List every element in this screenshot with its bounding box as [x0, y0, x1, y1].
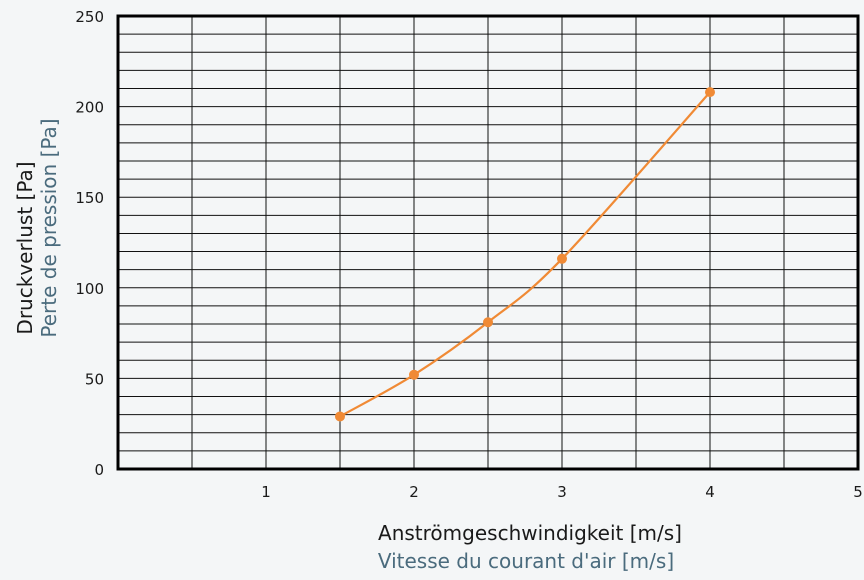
y-tick-label: 150: [75, 189, 104, 207]
data-point: [409, 369, 419, 380]
x-axis-label-primary: Anströmgeschwindigkeit [m/s]: [378, 521, 682, 545]
x-tick-label: 2: [409, 483, 419, 501]
y-tick-label: 200: [75, 99, 104, 117]
axes: [116, 14, 860, 471]
plot-frame: [116, 14, 860, 471]
data-point: [557, 253, 567, 264]
y-axis-label-secondary: Perte de pression [Pa]: [37, 118, 61, 337]
data-point: [705, 87, 715, 98]
y-tick-label: 50: [85, 370, 104, 388]
x-axis-label-secondary: Vitesse du courant d'air [m/s]: [378, 549, 674, 573]
y-tick-label: 100: [75, 280, 104, 298]
grid: [118, 16, 858, 469]
y-axis-label-primary: Druckverlust [Pa]: [13, 161, 37, 334]
x-tick-label: 3: [557, 483, 567, 501]
x-tick-label: 1: [261, 483, 271, 501]
y-tick-label: 250: [75, 8, 104, 26]
data-point: [335, 411, 345, 422]
data-series: [335, 87, 715, 422]
series-line: [339, 91, 711, 418]
x-tick-label: 4: [705, 483, 715, 501]
y-tick-label: 0: [94, 461, 104, 479]
data-point: [483, 317, 493, 328]
x-tick-label: 5: [853, 483, 863, 501]
